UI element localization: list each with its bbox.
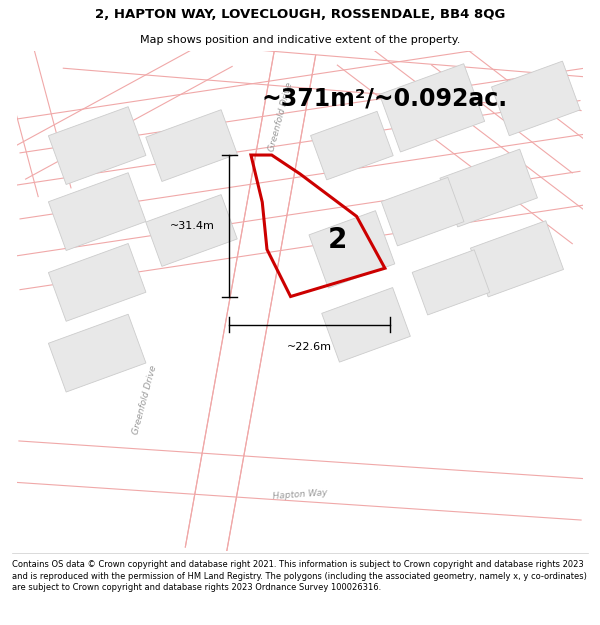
Polygon shape bbox=[470, 221, 563, 297]
Text: ~371m²/~0.092ac.: ~371m²/~0.092ac. bbox=[262, 86, 508, 111]
Polygon shape bbox=[49, 244, 146, 321]
Polygon shape bbox=[491, 61, 580, 136]
Polygon shape bbox=[379, 64, 485, 152]
Text: 2: 2 bbox=[328, 226, 347, 254]
Text: Hapton Way: Hapton Way bbox=[272, 488, 328, 501]
Polygon shape bbox=[146, 194, 237, 266]
Polygon shape bbox=[440, 149, 538, 227]
Text: ~31.4m: ~31.4m bbox=[170, 221, 215, 231]
Text: Greenfold Drive: Greenfold Drive bbox=[268, 82, 295, 153]
Text: Contains OS data © Crown copyright and database right 2021. This information is : Contains OS data © Crown copyright and d… bbox=[12, 560, 587, 592]
Text: 2, HAPTON WAY, LOVECLOUGH, ROSSENDALE, BB4 8QG: 2, HAPTON WAY, LOVECLOUGH, ROSSENDALE, B… bbox=[95, 8, 505, 21]
Text: Map shows position and indicative extent of the property.: Map shows position and indicative extent… bbox=[140, 35, 460, 45]
Polygon shape bbox=[322, 288, 410, 362]
Text: Greenfold Drive: Greenfold Drive bbox=[131, 365, 158, 436]
Polygon shape bbox=[309, 211, 395, 288]
Polygon shape bbox=[146, 110, 237, 181]
Polygon shape bbox=[49, 173, 146, 251]
Polygon shape bbox=[49, 107, 146, 184]
Text: ~22.6m: ~22.6m bbox=[287, 342, 332, 352]
Polygon shape bbox=[311, 111, 393, 180]
Polygon shape bbox=[382, 177, 464, 246]
Polygon shape bbox=[49, 314, 146, 392]
Polygon shape bbox=[412, 250, 490, 315]
